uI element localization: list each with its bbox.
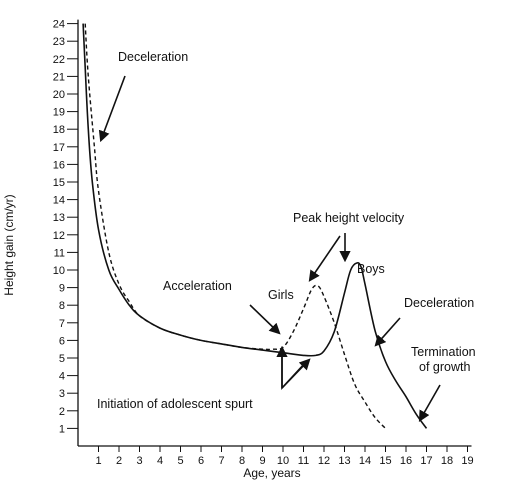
series-line-boys bbox=[82, 23, 428, 429]
y-tick-label: 21 bbox=[53, 71, 65, 83]
y-tick-label: 24 bbox=[53, 19, 65, 31]
x-tick-label: 8 bbox=[239, 455, 245, 467]
annotation-initiation: Initiation of adolescent spurt bbox=[97, 397, 253, 411]
y-tick-label: 22 bbox=[53, 54, 65, 66]
x-tick-label: 6 bbox=[198, 455, 204, 467]
y-tick-label: 15 bbox=[53, 177, 65, 189]
y-tick-label: 9 bbox=[59, 283, 65, 295]
x-tick-label: 5 bbox=[177, 455, 183, 467]
x-tick-label: 2 bbox=[116, 455, 122, 467]
x-tick-label: 17 bbox=[420, 455, 432, 467]
series-line-girls bbox=[84, 23, 387, 429]
y-tick-label: 16 bbox=[53, 159, 65, 171]
y-tick-label: 13 bbox=[53, 212, 65, 224]
y-tick-label: 14 bbox=[53, 195, 65, 207]
y-axis-title: Height gain (cm/yr) bbox=[2, 194, 16, 295]
y-tick-label: 19 bbox=[53, 107, 65, 119]
y-tick-label: 18 bbox=[53, 124, 65, 136]
x-tick-label: 9 bbox=[259, 455, 265, 467]
annotation-acceleration: Acceleration bbox=[163, 279, 232, 293]
x-axis-title: Age, years bbox=[243, 466, 300, 480]
y-tick-label: 2 bbox=[59, 406, 65, 418]
y-tick-label: 8 bbox=[59, 300, 65, 312]
y-tick-label: 5 bbox=[59, 353, 65, 365]
x-tick-label: 15 bbox=[379, 455, 391, 467]
annotation-termination-line2: of growth bbox=[419, 360, 470, 374]
x-tick-label: 1 bbox=[95, 455, 101, 467]
x-tick-label: 19 bbox=[461, 455, 473, 467]
y-tick-label: 7 bbox=[59, 318, 65, 330]
y-tick-label: 3 bbox=[59, 388, 65, 400]
x-tick-label: 10 bbox=[277, 455, 289, 467]
x-tick-label: 14 bbox=[359, 455, 371, 467]
series-label-girls: Girls bbox=[268, 288, 294, 302]
arrow-initiation-right bbox=[281, 358, 311, 389]
x-tick-label: 18 bbox=[441, 455, 453, 467]
arrow-deceleration-late bbox=[374, 317, 401, 347]
annotation-deceleration-late: Deceleration bbox=[404, 296, 474, 310]
x-tick-label: 11 bbox=[298, 455, 309, 467]
y-tick-label: 1 bbox=[59, 423, 65, 435]
x-tick-label: 3 bbox=[136, 455, 142, 467]
x-tick-label: 4 bbox=[157, 455, 163, 467]
arrow-acceleration bbox=[249, 304, 281, 335]
arrow-termination bbox=[418, 384, 441, 422]
y-tick-label: 11 bbox=[54, 247, 65, 259]
annotation-peak-height-velocity: Peak height velocity bbox=[293, 211, 405, 225]
annotation-deceleration-early: Deceleration bbox=[118, 50, 188, 64]
arrow-peak-girls bbox=[308, 235, 341, 282]
series-label-boys: Boys bbox=[357, 262, 385, 276]
y-tick-label: 12 bbox=[53, 230, 65, 242]
y-tick-label: 6 bbox=[59, 335, 65, 347]
y-tick-label: 10 bbox=[53, 265, 65, 277]
annotation-termination-line1: Termination bbox=[411, 345, 476, 359]
y-tick-label: 20 bbox=[53, 89, 65, 101]
y-tick-label: 23 bbox=[53, 36, 65, 48]
y-tick-label: 4 bbox=[59, 371, 65, 383]
x-tick-label: 13 bbox=[338, 455, 350, 467]
y-tick-label: 17 bbox=[53, 142, 65, 154]
x-tick-label: 7 bbox=[218, 455, 224, 467]
x-tick-label: 16 bbox=[400, 455, 412, 467]
arrow-deceleration-early bbox=[98, 75, 126, 143]
arrow-initiation bbox=[281, 352, 306, 391]
x-tick-label: 12 bbox=[318, 455, 330, 467]
